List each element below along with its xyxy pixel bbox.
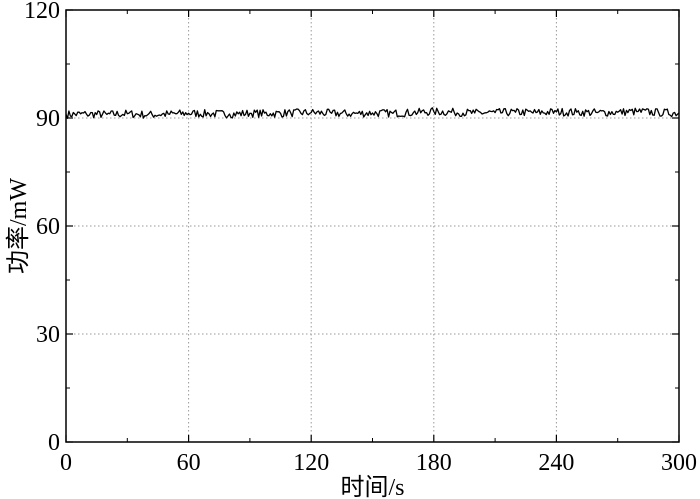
x-tick-label: 300	[661, 450, 697, 476]
series-line	[65, 107, 680, 119]
x-tick-label: 240	[538, 450, 574, 476]
x-tick-label: 60	[177, 450, 201, 476]
y-axis-title: 功率/mW	[5, 178, 32, 274]
grid-lines	[66, 10, 679, 442]
x-axis-title: 时间/s	[340, 474, 404, 499]
x-tick-label: 180	[416, 450, 452, 476]
x-tick-label: 0	[60, 450, 72, 476]
y-tick-labels: 0 30 60 90 120	[24, 0, 60, 456]
x-tick-labels: 0 60 120 180 240 300	[60, 450, 697, 476]
y-tick-label: 30	[36, 322, 60, 348]
series-layer	[65, 107, 680, 119]
y-tick-label: 0	[48, 430, 60, 456]
y-tick-label: 60	[36, 214, 60, 240]
plot-frame	[65, 9, 680, 443]
x-tick-label: 120	[293, 450, 329, 476]
y-tick-label: 90	[36, 106, 60, 132]
y-tick-label: 120	[24, 0, 60, 24]
